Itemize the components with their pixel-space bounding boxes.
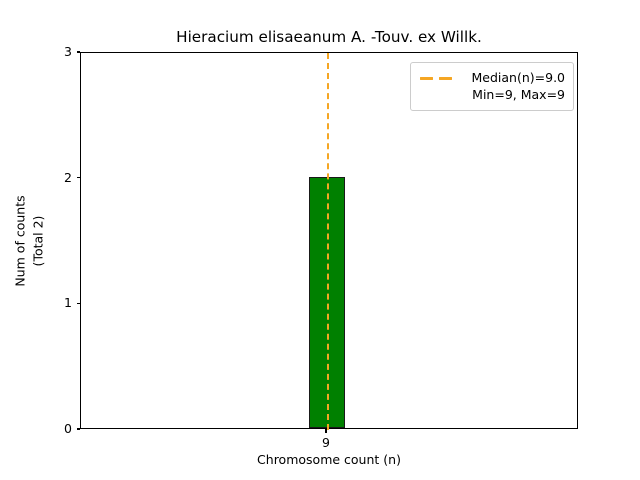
y-axis-sublabel-group: (Total 2) [18,52,58,429]
x-tick-mark [325,429,327,433]
dash-segment [420,77,433,80]
dash-segment [439,77,452,80]
y-tick-mark [76,177,80,179]
chart-title: Hieracium elisaeanum A. -Touv. ex Willk. [176,28,482,46]
x-axis-label: Chromosome count (n) [257,452,401,467]
legend[interactable]: Median(n)=9.0 Min=9, Max=9 [410,62,574,111]
y-tick-mark [76,302,80,304]
y-tick-label: 0 [64,421,72,436]
y-axis-label-line2: (Total 2) [30,215,46,266]
y-axis-sublabel: (Total 2) [31,215,46,266]
legend-label-group: Median(n)=9.0 Min=9, Max=9 [463,69,566,103]
median-dash-icon [419,71,455,87]
x-tick-label: 9 [322,435,330,450]
legend-label-minmax: Min=9, Max=9 [472,87,565,102]
plot-area [80,52,578,430]
y-tick-label: 1 [64,295,72,311]
y-tick-label: 3 [64,44,72,59]
y-tick-label: 2 [64,169,72,185]
legend-label-median: Median(n)=9.0 [471,70,566,85]
legend-entry-median: Median(n)=9.0 Min=9, Max=9 [419,69,565,103]
y-tick-mark [76,51,80,53]
median-line [327,53,329,430]
y-tick-mark [76,428,80,430]
